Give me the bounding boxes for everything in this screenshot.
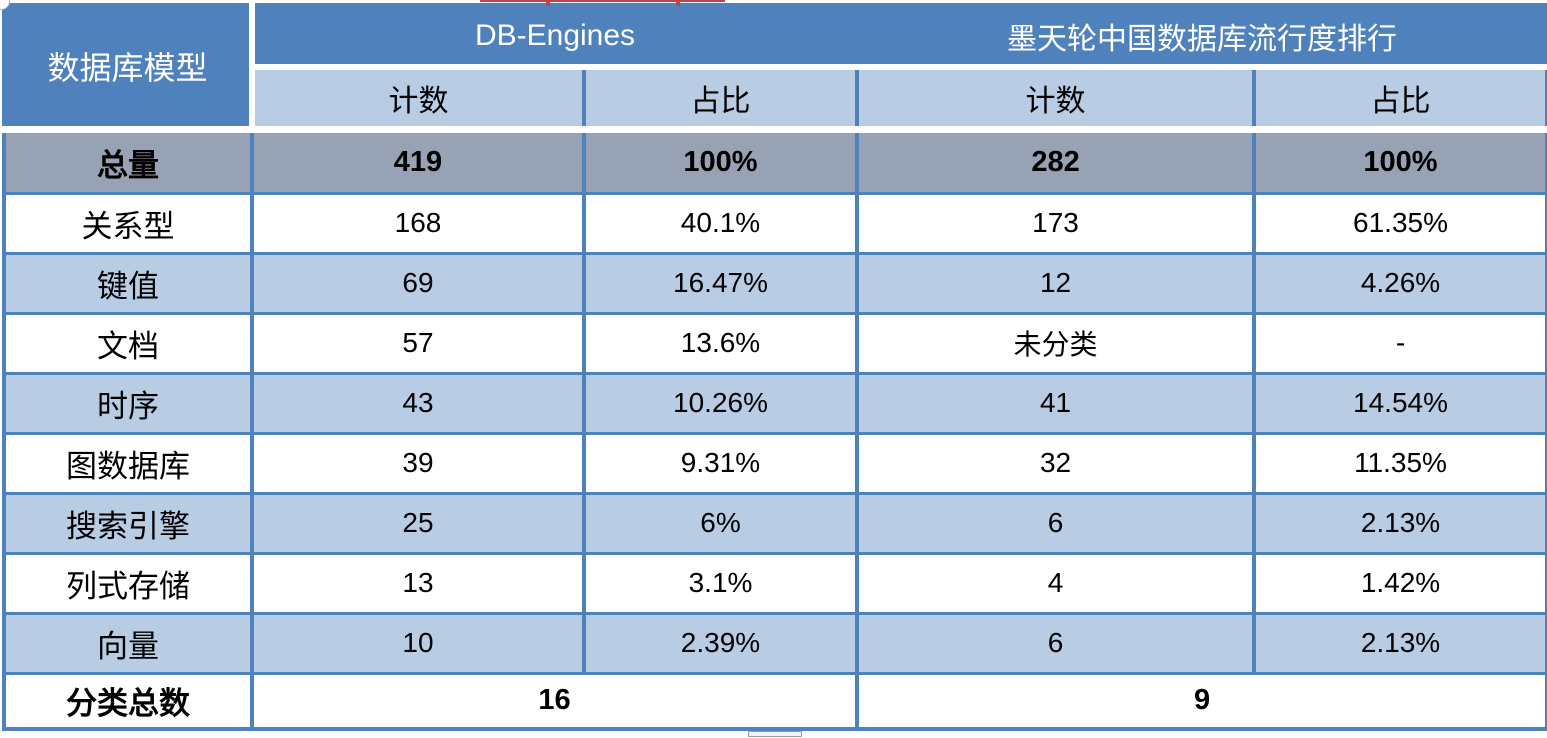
table-row-search-engine: 搜索引擎 25 6% 6 2.13% [2,491,1547,555]
header-cell-pct-dbengines: 占比 [581,65,860,133]
red-text-descender [546,0,550,6]
cell-total-count-dbengines: 419 [250,127,586,195]
cell-value: 10 [250,611,586,675]
cell-value: 4.26% [1252,251,1547,315]
cell-value: 168 [250,191,586,255]
cell-value: 10.26% [581,371,860,435]
cell-value: 40.1% [581,191,860,255]
cell-value: 3.1% [581,551,860,615]
table-row-time-series: 时序 43 10.26% 41 14.54% [2,371,1547,435]
cell-value: 13.6% [581,311,860,375]
row-label: 键值 [2,251,254,315]
cell-total-pct-modb: 100% [1252,127,1547,195]
table-row-document: 文档 57 13.6% 未分类 - [2,311,1547,375]
table-row-graph: 图数据库 39 9.31% 32 11.35% [2,431,1547,495]
row-label: 搜索引擎 [2,491,254,555]
cell-value: 39 [250,431,586,495]
row-label: 时序 [2,371,254,435]
table-row-vector: 向量 10 2.39% 6 2.13% [2,611,1547,675]
cell-value: 57 [250,311,586,375]
header-row-metrics: 计数 占比 计数 占比 [4,65,1547,133]
cell-category-total-modb: 9 [855,671,1547,731]
cell-value: 未分类 [855,311,1257,375]
cell-value: 13 [250,551,586,615]
row-label: 向量 [2,611,254,675]
cell-total-count-modb: 282 [855,127,1257,195]
cropped-red-text-fragment [480,0,725,6]
cell-value: 12 [855,251,1257,315]
cell-value: 14.54% [1252,371,1547,435]
table-row-category-totals: 分类总数 16 9 [2,671,1547,731]
cell-value: 4 [855,551,1257,615]
header-cell-database-model: 数据库模型 [2,3,255,133]
header-row-groups: 数据库模型 DB-Engines 墨天轮中国数据库流行度排行 [2,3,1547,133]
cell-value: - [1252,311,1547,375]
header-cell-db-engines: DB-Engines [249,3,860,70]
cell-value: 61.35% [1252,191,1547,255]
cell-value: 6 [855,611,1257,675]
table-row-relational: 关系型 168 40.1% 173 61.35% [2,191,1547,255]
header-cell-count-dbengines: 计数 [250,65,586,133]
cell-value: 11.35% [1252,431,1547,495]
row-label: 关系型 [2,191,254,255]
cell-value: 2.13% [1252,491,1547,555]
cell-value: 41 [855,371,1257,435]
header-cell-count-modb: 计数 [855,65,1257,133]
cell-value: 6 [855,491,1257,555]
cell-value: 43 [250,371,586,435]
cell-value: 6% [581,491,860,555]
table-row-key-value: 键值 69 16.47% 12 4.26% [2,251,1547,315]
cell-value: 25 [250,491,586,555]
cell-value: 2.13% [1252,611,1547,675]
row-label: 文档 [2,311,254,375]
row-label-category-total: 分类总数 [2,671,254,731]
table-row-total: 总量 419 100% 282 100% [2,127,1547,195]
row-label: 列式存储 [2,551,254,615]
cell-total-pct-dbengines: 100% [581,127,860,195]
table-row-columnar: 列式存储 13 3.1% 4 1.42% [2,551,1547,615]
red-text-descender [676,0,680,6]
row-label-total: 总量 [2,127,254,195]
cell-value: 2.39% [581,611,860,675]
header-cell-modb-ranking: 墨天轮中国数据库流行度排行 [855,3,1547,70]
cell-value: 69 [250,251,586,315]
header-cell-pct-modb: 占比 [1252,65,1547,133]
horizontal-scrollbar-thumb[interactable] [748,731,802,737]
cell-value: 32 [855,431,1257,495]
cell-value: 16.47% [581,251,860,315]
cell-value: 1.42% [1252,551,1547,615]
cell-category-total-dbengines: 16 [249,671,860,731]
cell-value: 173 [855,191,1257,255]
database-model-comparison-table: 数据库模型 DB-Engines 墨天轮中国数据库流行度排行 计数 占比 计数 … [2,3,1547,731]
row-label: 图数据库 [2,431,254,495]
cell-value: 9.31% [581,431,860,495]
